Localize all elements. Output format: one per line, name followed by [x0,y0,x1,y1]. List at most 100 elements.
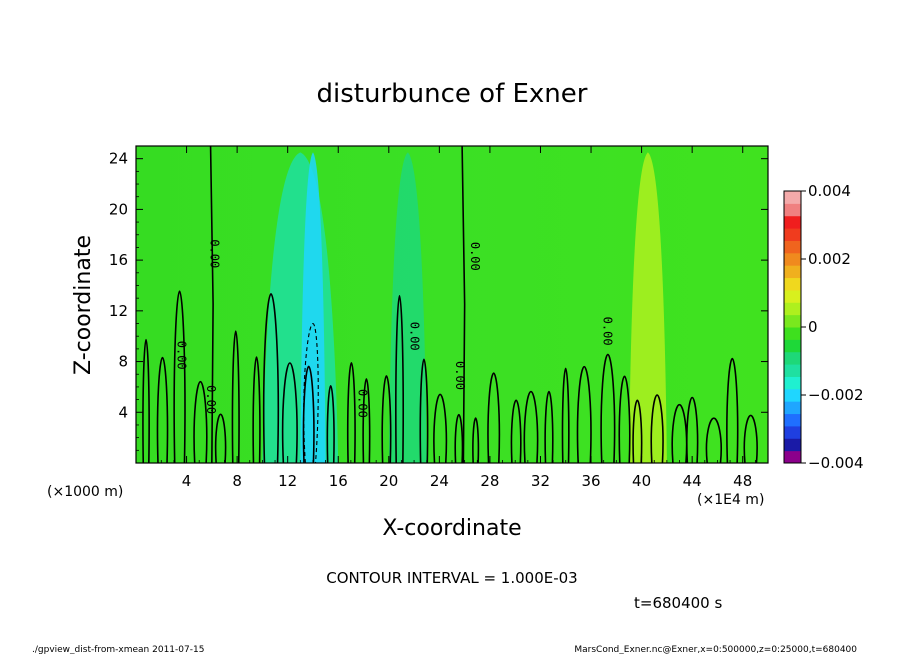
value-region [300,152,326,463]
zero-contour [209,146,214,463]
colorbar-swatch [784,327,801,340]
zero-contour [302,365,315,463]
zero-contour [686,396,699,463]
y-tick-label: 12 [109,302,128,320]
colorbar-swatch [784,302,801,316]
plot-background [136,146,768,463]
colorbar-swatch [784,388,801,402]
zero-contour [193,380,208,463]
zero-contour [346,361,356,463]
contour-interval: CONTOUR INTERVAL = 1.000E-03 [326,569,577,587]
zero-contour [214,413,227,463]
colorbar-label: −0.004 [808,454,864,472]
zero-contour [454,413,464,463]
x-tick-label: 40 [632,472,651,490]
zero-contour [142,338,150,463]
contour-label: 0.00 [407,322,421,351]
zero-contour [156,356,169,463]
contour-label: 0.00 [175,341,189,370]
y-tick-label: 8 [118,353,128,371]
colorbar-swatch [784,413,801,427]
colorbar-swatch [784,289,801,303]
x-unit-right: (×1E4 m) [697,492,764,508]
zero-contour [544,390,554,463]
colorbar-swatch [784,314,801,328]
x-tick-label: 4 [182,472,192,490]
zero-contour [461,146,466,463]
x-tick-label: 8 [232,472,242,490]
zero-contour [395,294,404,463]
colorbar-swatch [784,203,801,217]
y-tick-label: 4 [118,403,128,421]
x-tick-label: 32 [531,472,550,490]
zero-contour [726,357,739,463]
x-tick-label: 36 [581,472,600,490]
value-region [628,152,667,463]
zero-contour [510,399,522,463]
colorbar-swatch [784,364,801,377]
chart-title: disturbunce of Exner [317,79,588,109]
y-tick-label: 24 [109,150,128,168]
contour-label: 0.00 [204,385,218,414]
x-tick-label: 28 [480,472,499,490]
colorbar-swatch [784,215,801,229]
zero-contour [576,365,592,463]
zero-contour [281,362,298,463]
colorbar-swatch [784,252,801,266]
zero-contour [326,384,335,463]
y-tick-label: 20 [109,200,128,218]
colorbar-swatch [784,376,801,390]
zero-contour [252,356,261,463]
y-tick-label: 16 [109,251,128,269]
zero-contour [561,367,570,463]
zero-contour [705,417,722,463]
negative-contour [303,322,319,463]
footer-right: MarsCond_Exner.nc@Exner,x=0:500000,z=0:2… [574,645,857,654]
colorbar-label: 0.004 [808,182,851,200]
zero-contour [650,394,664,463]
zero-contour [523,390,539,463]
zero-contour [618,375,631,463]
colorbar-swatch [784,265,801,279]
zero-contour [487,372,501,463]
x-tick-label: 16 [329,472,348,490]
contour-label: 0.00 [208,239,222,268]
time-label: t=680400 s [634,594,722,612]
x-tick-label: 24 [430,472,449,490]
value-region [388,152,427,463]
contour-label: 0.00 [453,361,467,390]
zero-contour [433,393,448,463]
footer-left: ./gpview_dist-from-xmean 2011-07-15 [32,645,204,654]
x-unit-left: (×1000 m) [47,484,123,500]
zero-contour [231,330,240,463]
colorbar-label: 0.002 [808,250,851,268]
x-tick-label: 48 [733,472,752,490]
x-tick-label: 12 [278,472,297,490]
colorbar-label: −0.002 [808,386,864,404]
zero-contour [262,293,280,463]
zero-contour [381,375,392,463]
zero-contour [362,378,371,463]
colorbar-swatch [784,351,801,365]
colorbar-swatch [784,438,801,452]
zero-contour [472,417,480,463]
zero-contour [632,399,643,463]
colorbar-swatch [784,339,801,353]
zero-contour [419,358,429,463]
zero-contour [743,414,758,463]
x-tick-label: 20 [379,472,398,490]
colorbar: 0.004 0.002 0 −0.002 −0.004 [783,182,864,472]
plot-area: 0.000.000.00 0.000.000.000.000.00 4 8 12 16 2… [109,145,769,490]
colorbar-swatch [784,240,801,254]
colorbar-label: 0 [808,318,818,336]
contour-label: 0.00 [468,242,482,271]
y-axis-label: Z-coordinate [71,235,96,375]
zero-contour [173,290,186,463]
colorbar-swatch [784,191,801,204]
colorbar-swatch [784,228,801,241]
contour-label: 0.00 [355,389,369,418]
colorbar-swatch [784,277,801,291]
contour-label: 0.00 [601,317,615,346]
x-tick-label: 44 [683,472,702,490]
